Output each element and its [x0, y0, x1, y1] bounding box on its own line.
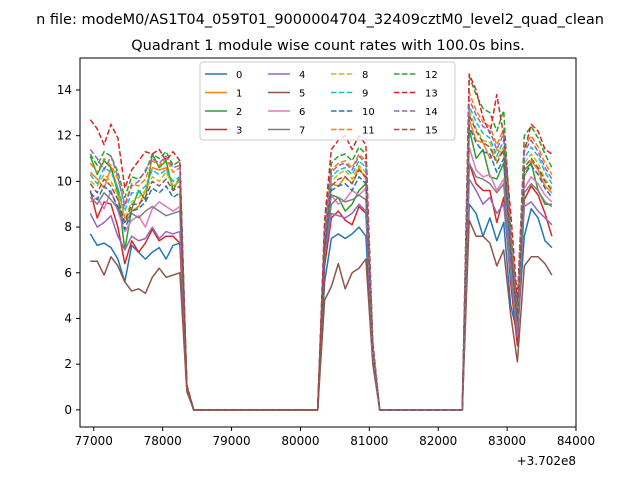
legend-label-8: 8 [362, 70, 368, 81]
series-line-14 [89, 98, 553, 411]
x-tick-label: 79000 [212, 434, 250, 448]
series-line-7 [89, 162, 553, 411]
legend-label-14: 14 [425, 107, 438, 118]
series-line-4 [89, 178, 553, 411]
legend-label-0: 0 [236, 70, 242, 81]
chart-suptitle: n file: modeM0/AS1T04_059T01_9000004704_… [36, 12, 604, 28]
legend-label-5: 5 [299, 89, 305, 100]
legend-label-1: 1 [236, 89, 242, 100]
chart-title: Quadrant 1 module wise count rates with … [131, 38, 525, 54]
legend-label-13: 13 [425, 89, 438, 100]
x-tick-label: 81000 [350, 434, 388, 448]
y-tick-label: 12 [57, 129, 72, 143]
legend-frame [199, 61, 456, 141]
y-tick-label: 2 [64, 357, 72, 371]
legend-label-7: 7 [299, 126, 305, 137]
x-tick-label: 78000 [144, 434, 182, 448]
series-line-12 [89, 75, 553, 411]
x-tick-label: 80000 [281, 434, 319, 448]
legend-label-2: 2 [236, 107, 242, 118]
legend-label-11: 11 [362, 126, 375, 137]
x-tick-label: 84000 [557, 434, 595, 448]
y-tick-label: 0 [64, 403, 72, 417]
x-offset-label: +3.702e8 [517, 454, 576, 468]
x-tick-label: 82000 [419, 434, 457, 448]
y-tick-label: 10 [57, 174, 72, 188]
legend-label-10: 10 [362, 107, 375, 118]
x-tick-label: 77000 [75, 434, 113, 448]
series-line-9 [89, 105, 553, 411]
legend-label-12: 12 [425, 70, 438, 81]
y-tick-label: 8 [64, 220, 72, 234]
series-line-5 [90, 219, 553, 411]
y-tick-label: 14 [57, 83, 72, 97]
y-axis: 0 2 4 6 8 10 12 14 [57, 83, 80, 417]
x-tick-label: 83000 [488, 434, 526, 448]
x-axis: 77000 78000 79000 80000 81000 82000 83000 84000 [75, 427, 595, 448]
legend-label-9: 9 [362, 89, 368, 100]
legend-label-3: 3 [236, 126, 242, 137]
legend-label-6: 6 [299, 107, 305, 118]
series-layer [89, 73, 553, 411]
plot-frame [79, 57, 577, 428]
y-tick-label: 4 [64, 311, 72, 325]
y-tick-label: 6 [64, 266, 72, 280]
legend-label-15: 15 [425, 126, 438, 137]
series-line-3 [89, 162, 553, 411]
legend-label-4: 4 [299, 70, 305, 81]
